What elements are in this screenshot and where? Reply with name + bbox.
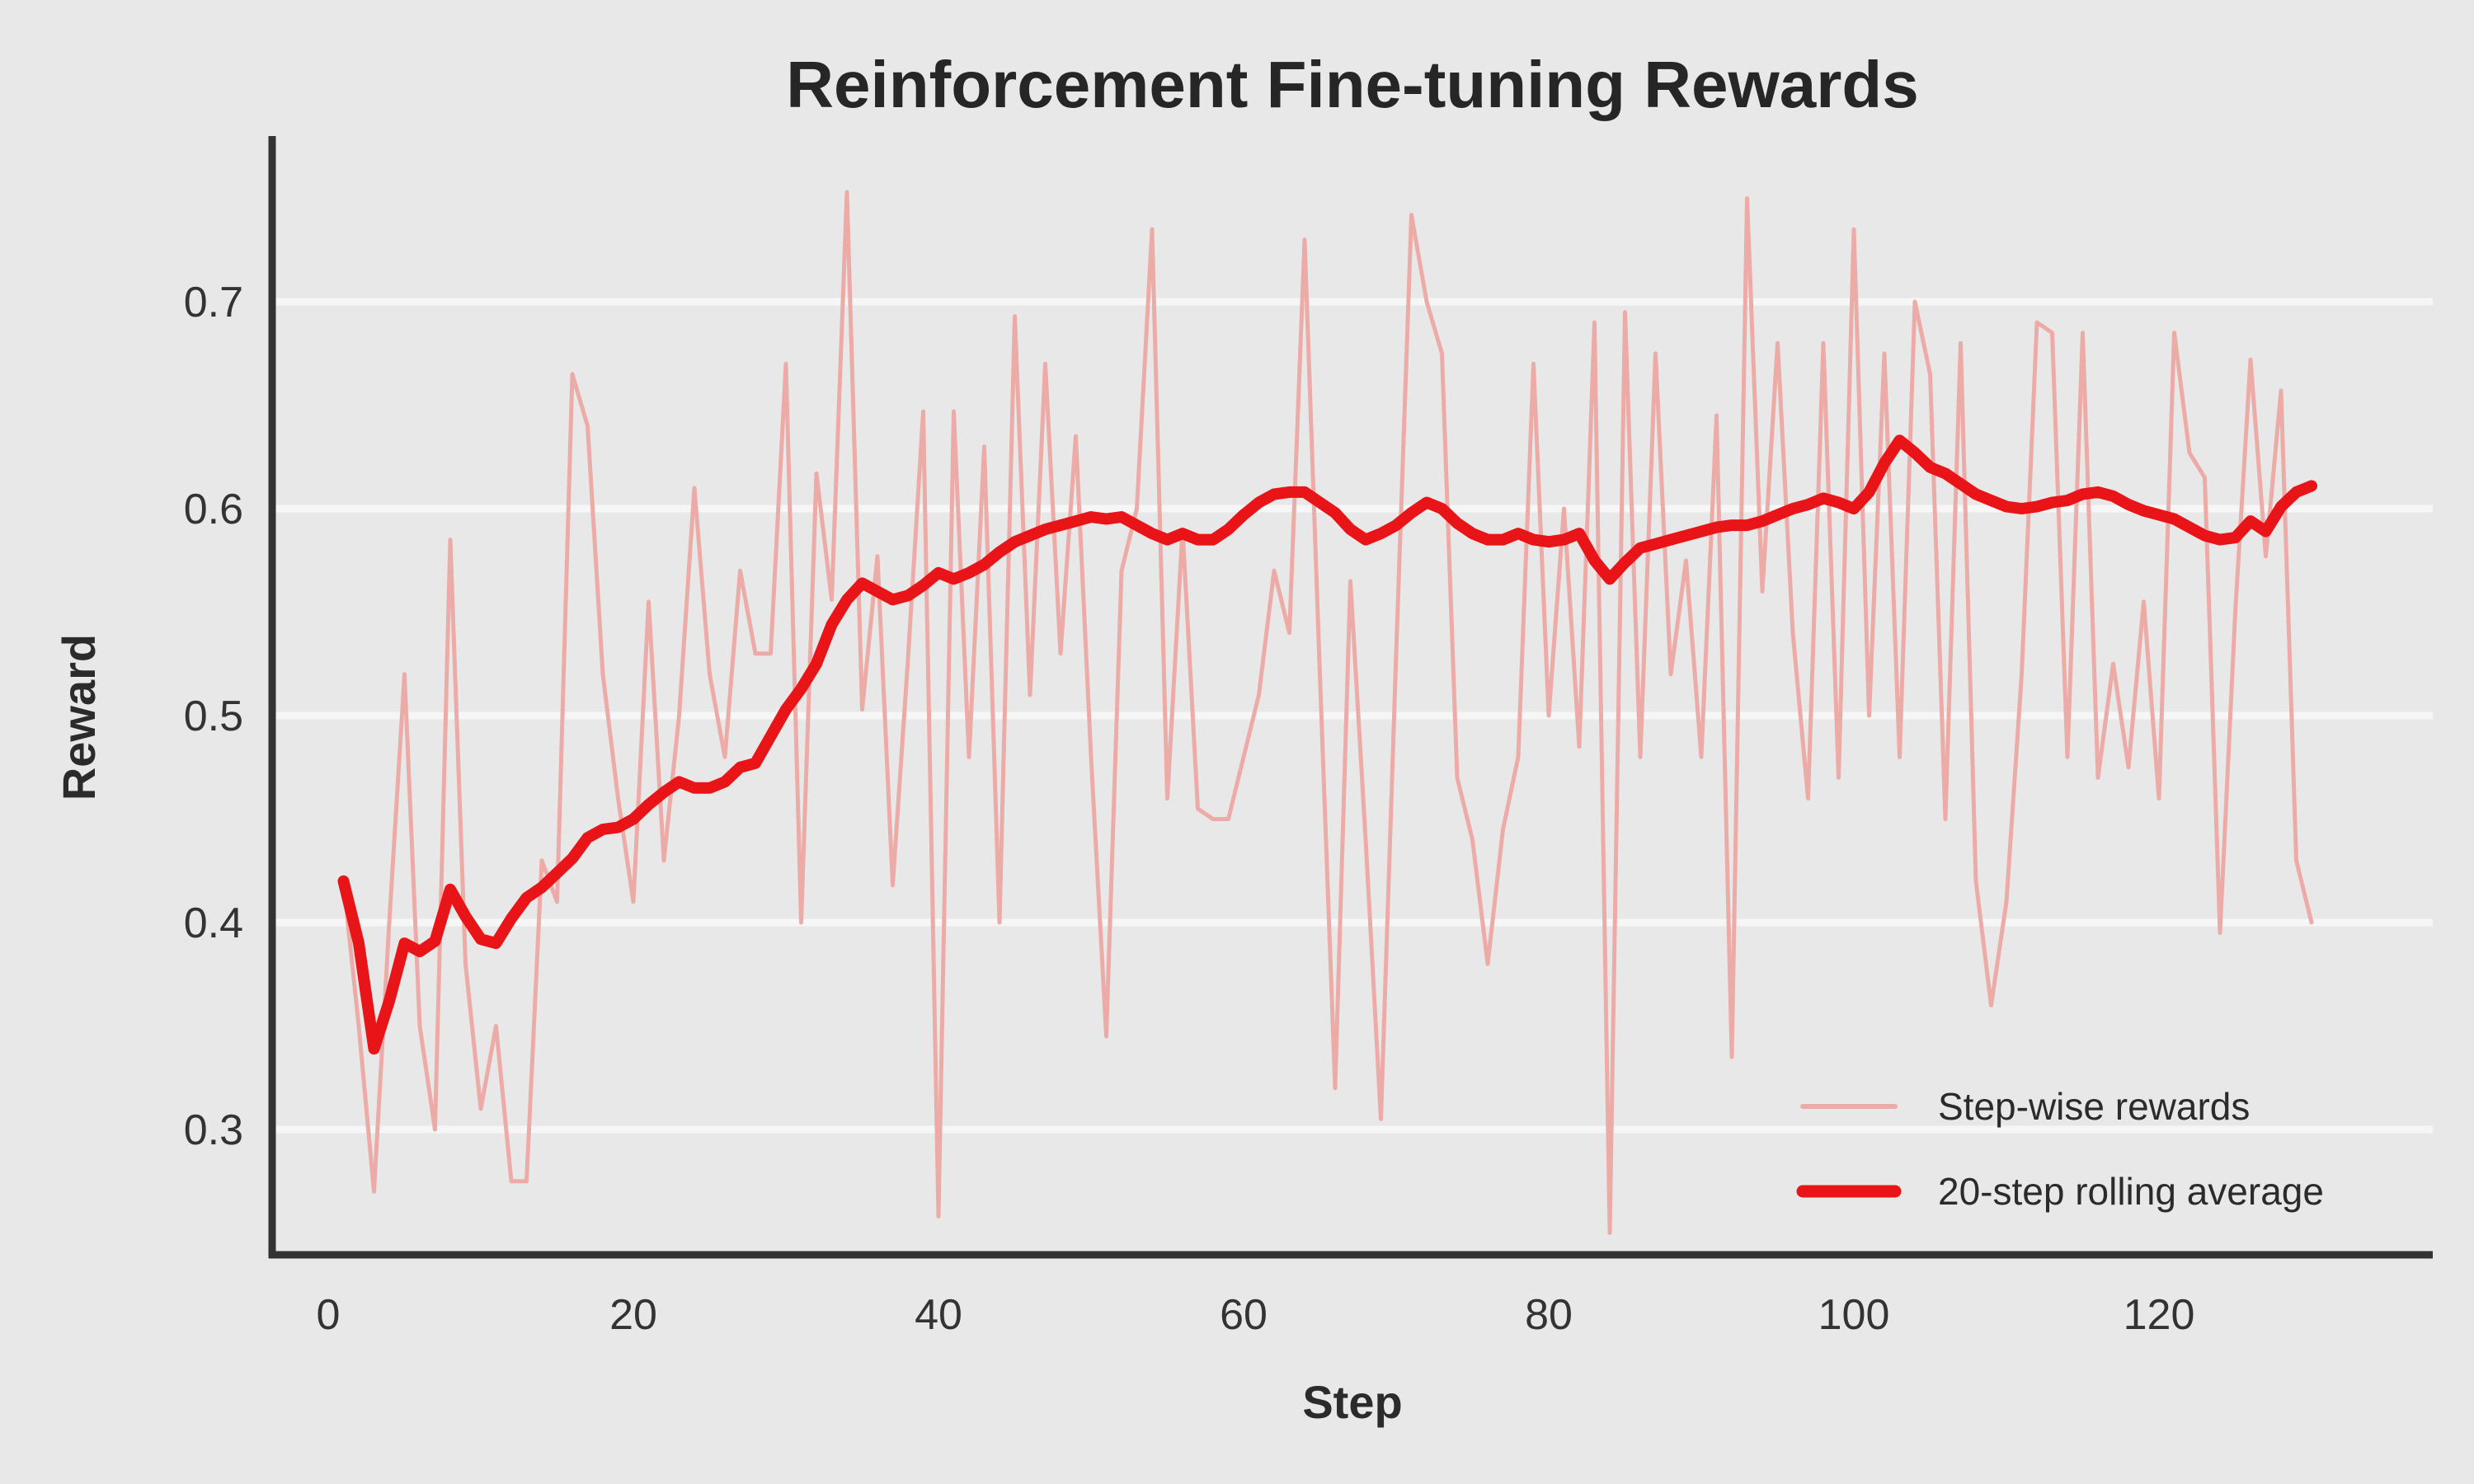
y-tick-label: 0.7 [184,279,243,326]
legend-stepwise-label: Step-wise rewards [1938,1085,2250,1128]
rolling-average-line [337,434,2317,1055]
y-tick-label: 0.6 [184,486,243,533]
x-tick-label: 80 [1525,1291,1573,1339]
legend-rolling-label: 20-step rolling average [1938,1170,2324,1213]
x-tick-label: 120 [2124,1291,2195,1339]
chart-title: Reinforcement Fine-tuning Rewards [786,48,1918,121]
x-tick-labels: 0 20 40 60 80 100 120 [317,1291,2195,1339]
y-tick-label: 0.5 [184,693,243,740]
x-tick-label: 100 [1818,1291,1890,1339]
x-tick-label: 60 [1220,1291,1268,1339]
x-axis-label: Step [1302,1376,1402,1428]
x-tick-label: 0 [317,1291,341,1339]
x-tick-label: 20 [609,1291,657,1339]
y-tick-label: 0.4 [184,899,243,947]
gridlines [272,298,2433,1134]
x-tick-label: 40 [915,1291,962,1339]
legend: Step-wise rewards 20-step rolling averag… [1796,1085,2324,1213]
y-axis-label: Reward [53,634,105,801]
y-tick-labels: 0.3 0.4 0.5 0.6 0.7 [184,279,243,1154]
y-tick-label: 0.3 [184,1106,243,1154]
